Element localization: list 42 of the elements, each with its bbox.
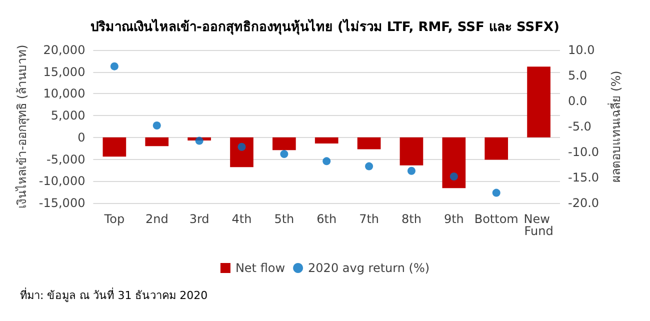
x-tick-label: 3rd [189, 212, 210, 226]
y-tick-label: 15,000 [43, 64, 86, 79]
y-tick-label: 0 [78, 130, 86, 144]
point [195, 136, 204, 145]
point [280, 150, 288, 158]
text: ที่มา: ข้อมูล ณ วันที่ 31 ธันวาคม 2020 [20, 287, 208, 302]
legend-label: 2020 avg return (%) [308, 261, 430, 275]
point [492, 188, 500, 197]
chart-title: ปริมาณเงินไหลเข้า-ออกสุทธิกองทุนหุ้นไทย (ไม่รวม LTF, RMF, SSF และ SSFX) [90, 18, 560, 35]
y2-tick-label: -15.0 [568, 170, 600, 184]
x-tick-label: 4th [232, 212, 252, 226]
x-tick-label: Top [103, 212, 125, 226]
y-tick-label: -15,000 [38, 196, 86, 210]
x-tick-label: 8th [402, 212, 422, 226]
y-axis-title: เงินไหลเข้า-ออกสุทธิ (ล้านบาท) [15, 44, 30, 208]
y-tick-label: 5,000 [50, 108, 86, 123]
y-tick-label: -10,000 [38, 174, 86, 188]
y2-tick-label: 0.0 [568, 94, 588, 108]
x-tick-label: 6th [316, 212, 337, 226]
y2-tick-label: 10.0 [568, 43, 595, 57]
x-tick-label: 9th [444, 212, 464, 226]
y2-tick-label: -20.0 [568, 196, 600, 210]
point [365, 162, 374, 170]
y-tick-label: 20,000 [43, 43, 86, 57]
point [450, 172, 458, 180]
y2-axis-title: ผลตอบแทนเฉลี่ย (%) [606, 70, 623, 182]
point [407, 166, 416, 175]
y-tick-label: -5,000 [46, 152, 86, 166]
legend-label: Net flow [235, 261, 286, 275]
point [152, 121, 161, 130]
y2-tick-label: -10.0 [568, 145, 600, 159]
x-tick-label: New Fund [524, 212, 554, 238]
x-tick-label: 7th [359, 212, 380, 226]
point [110, 62, 118, 70]
point [238, 142, 246, 151]
x-tick-label: 2nd [145, 212, 168, 226]
y2-tick-label: 5.0 [568, 68, 588, 82]
x-tick-label: Bottom [474, 212, 518, 226]
point [322, 157, 331, 166]
y2-tick-label: -5.0 [568, 120, 592, 134]
x-tick-label: 5th [274, 212, 294, 226]
y-tick-label: 10,000 [43, 86, 86, 101]
